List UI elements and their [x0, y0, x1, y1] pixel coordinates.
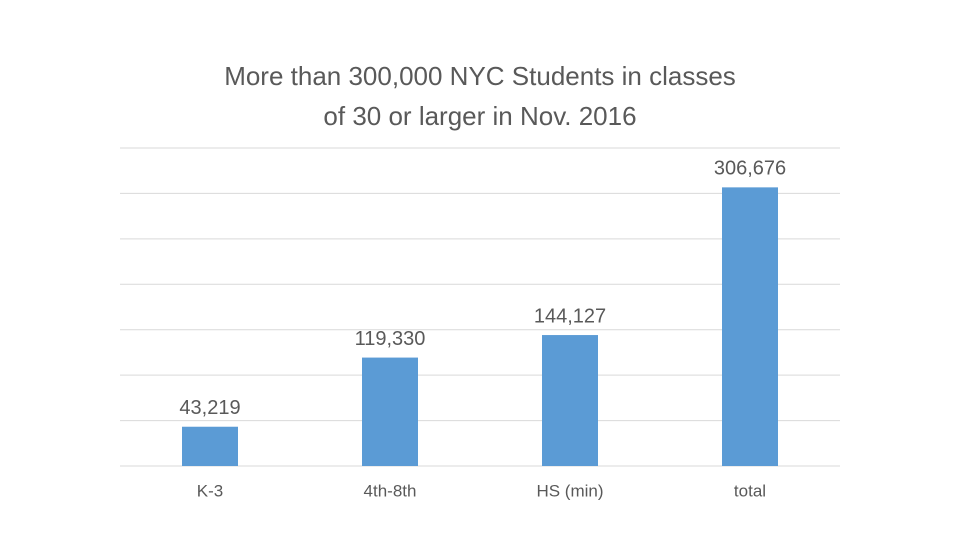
data-label: 43,219 [179, 397, 240, 419]
bar [362, 357, 418, 466]
chart-title: More than 300,000 NYC Students in classe… [224, 61, 736, 91]
bar [182, 426, 238, 466]
x-tick-label: HS (min) [536, 481, 603, 500]
x-tick-label: 4th-8th [364, 481, 417, 500]
x-tick-label: K-3 [197, 481, 223, 500]
x-tick-label: total [734, 481, 766, 500]
data-label: 306,676 [714, 158, 786, 180]
data-label: 144,127 [534, 305, 606, 327]
data-label: 119,330 [355, 328, 426, 350]
bar [722, 187, 778, 466]
bar [542, 335, 598, 466]
chart-title: of 30 or larger in Nov. 2016 [323, 101, 636, 131]
